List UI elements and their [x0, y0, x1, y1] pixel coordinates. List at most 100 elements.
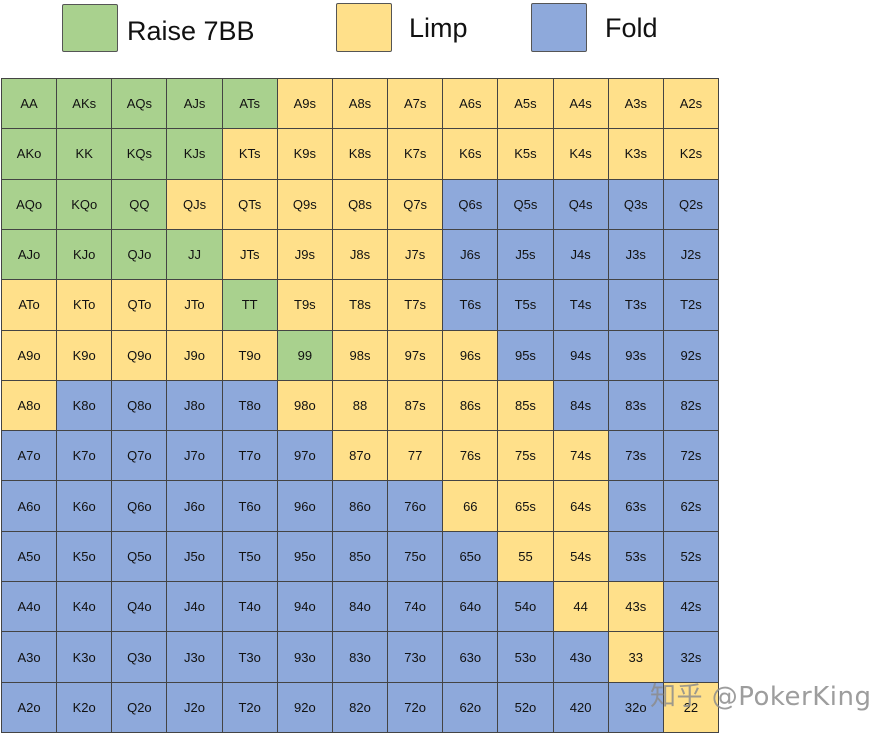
hand-cell: 43o: [553, 632, 609, 683]
hand-cell: 62s: [663, 481, 719, 532]
hand-cell: 86o: [332, 481, 389, 532]
legend-label-raise: Raise 7BB: [127, 16, 255, 46]
hand-cell: AJs: [167, 79, 223, 130]
hand-cell: 93o: [277, 632, 333, 683]
hand-cell: Q3s: [608, 179, 664, 230]
hand-cell: J5o: [167, 531, 223, 583]
hand-cell: 83o: [332, 632, 389, 683]
hand-cell: 42s: [663, 582, 719, 633]
hand-cell: A7o: [2, 431, 58, 482]
hand-cell: KQo: [57, 179, 113, 230]
hand-cell: 95o: [277, 531, 333, 583]
hand-cell: 97o: [277, 431, 333, 482]
hand-cell: Q4s: [553, 179, 609, 230]
hand-cell: A4o: [2, 582, 58, 633]
hand-cell: Q6s: [443, 179, 499, 230]
hand-cell: T6o: [222, 481, 278, 532]
hand-cell: AQo: [2, 179, 58, 230]
hand-cell: Q9s: [277, 179, 333, 230]
hand-cell: 84s: [553, 380, 609, 432]
hand-cell: 63o: [443, 632, 499, 683]
hand-cell: J9o: [167, 330, 223, 381]
hand-cell: A5o: [2, 531, 58, 583]
hand-cell: Q8o: [112, 380, 168, 432]
hand-cell: T5o: [222, 531, 278, 583]
hand-cell: K8o: [57, 380, 113, 432]
hand-cell: Q3o: [112, 632, 168, 683]
hand-cell: 99: [277, 330, 333, 381]
hand-cell: K3o: [57, 632, 113, 683]
legend-label-fold: Fold: [605, 13, 658, 43]
hand-cell: J5s: [498, 229, 554, 281]
watermark-text: 知乎 @PokerKing: [650, 682, 872, 712]
hand-cell: AKs: [57, 79, 113, 130]
hand-cell: K5s: [498, 129, 554, 180]
hand-cell: 83s: [608, 380, 664, 432]
hand-cell: 32o: [608, 682, 664, 733]
hand-cell: J9s: [277, 229, 333, 281]
hand-cell: 87s: [388, 380, 444, 432]
hand-cell: 64o: [443, 582, 499, 633]
hand-cell: 65o: [443, 531, 499, 583]
hand-cell: KQs: [112, 129, 168, 180]
hand-cell: A6s: [443, 79, 499, 130]
hand-cell: 77: [388, 431, 444, 482]
hand-cell: A7s: [388, 79, 444, 130]
hand-cell: K9s: [277, 129, 333, 180]
hand-cell: J6s: [443, 229, 499, 281]
hand-cell: ATo: [2, 280, 58, 331]
hand-cell: T7s: [388, 280, 444, 331]
hand-cell: 54o: [498, 582, 554, 633]
hand-cell: J2o: [167, 682, 223, 733]
hand-cell: T5s: [498, 280, 554, 331]
hand-cell: 72o: [388, 682, 444, 733]
hand-cell: AA: [2, 79, 58, 130]
hand-cell: T4o: [222, 582, 278, 633]
hand-cell: 73s: [608, 431, 664, 482]
hand-cell: 97s: [388, 330, 444, 381]
hand-cell: J4o: [167, 582, 223, 633]
hand-cell: JJ: [167, 229, 223, 281]
hand-cell: QJs: [167, 179, 223, 230]
legend-swatch-limp: [336, 3, 392, 52]
hand-cell: QJo: [112, 229, 168, 281]
hand-cell: K7o: [57, 431, 113, 482]
hand-cell: K8s: [332, 129, 389, 180]
hand-cell: T6s: [443, 280, 499, 331]
hand-cell: 98o: [277, 380, 333, 432]
hand-cell: J7s: [388, 229, 444, 281]
hand-cell: 22: [663, 682, 719, 733]
hand-cell: 43s: [608, 582, 664, 633]
hand-cell: 96o: [277, 481, 333, 532]
hand-cell: 86s: [443, 380, 499, 432]
hand-cell: JTo: [167, 280, 223, 331]
hand-cell: Q9o: [112, 330, 168, 381]
hand-cell: 85s: [498, 380, 554, 432]
hand-cell: A4s: [553, 79, 609, 130]
hand-cell: Q6o: [112, 481, 168, 532]
hand-cell: K7s: [388, 129, 444, 180]
hand-cell: Q8s: [332, 179, 389, 230]
hand-cell: AKo: [2, 129, 58, 180]
hand-cell: 96s: [443, 330, 499, 381]
hand-cell: TT: [222, 280, 278, 331]
hand-cell: J3s: [608, 229, 664, 281]
hand-cell: 84o: [332, 582, 389, 633]
hand-cell: 63s: [608, 481, 664, 532]
hand-cell: 72s: [663, 431, 719, 482]
hand-cell: KTs: [222, 129, 278, 180]
hand-cell: 53o: [498, 632, 554, 683]
hand-cell: A5s: [498, 79, 554, 130]
hand-cell: 82o: [332, 682, 389, 733]
hand-cell: 94o: [277, 582, 333, 633]
hand-cell: K6s: [443, 129, 499, 180]
hand-cell: J4s: [553, 229, 609, 281]
hand-cell: QTs: [222, 179, 278, 230]
hand-cell: T8o: [222, 380, 278, 432]
hand-cell: KJo: [57, 229, 113, 281]
hand-cell: K4o: [57, 582, 113, 633]
hand-cell: 92s: [663, 330, 719, 381]
hand-cell: T2o: [222, 682, 278, 733]
hand-cell: A2s: [663, 79, 719, 130]
hand-cell: 76o: [388, 481, 444, 532]
